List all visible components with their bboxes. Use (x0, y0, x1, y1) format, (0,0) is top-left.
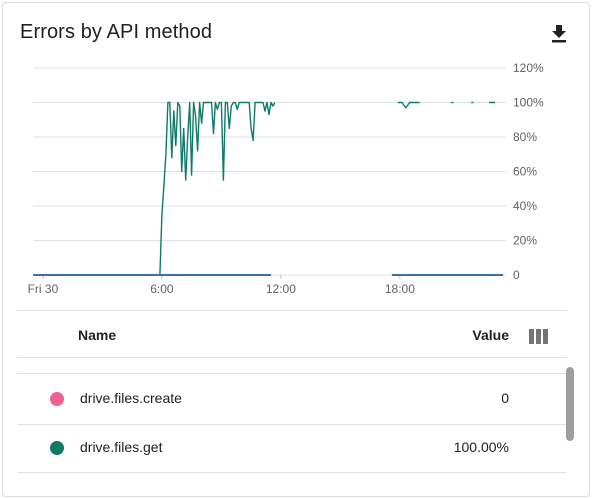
table-scrollbar[interactable] (566, 367, 574, 441)
row-divider (17, 472, 567, 473)
series-color-dot (50, 392, 64, 406)
table-row[interactable]: drive.files.create 0 (17, 375, 567, 423)
x-tick-label: 18:00 (385, 282, 415, 296)
y-tick-label: 100% (513, 96, 544, 110)
row-divider (17, 373, 567, 374)
download-button[interactable] (548, 23, 570, 45)
columns-icon[interactable] (529, 329, 549, 345)
y-tick-label: 0 (513, 268, 520, 282)
header-divider (17, 357, 567, 358)
y-tick-label: 20% (513, 234, 537, 248)
table-row[interactable]: drive.files.get 100.00% (17, 424, 567, 472)
row-divider (17, 424, 567, 425)
y-tick-label: 80% (513, 130, 537, 144)
series-line-drive-files-get (397, 101, 420, 109)
series-line-drive-files-get (33, 101, 276, 276)
chart-table-divider (17, 310, 567, 311)
y-tick-label: 60% (513, 165, 537, 179)
y-tick-label: 40% (513, 199, 537, 213)
column-header-value[interactable]: Value (472, 327, 509, 343)
series-color-dot (50, 441, 64, 455)
y-tick-label: 120% (513, 61, 544, 75)
x-tick-label: Fri 30 (28, 282, 59, 296)
x-tick-label: 12:00 (266, 282, 296, 296)
table-header: Name Value (17, 313, 567, 359)
series-name: drive.files.create (80, 390, 182, 406)
series-value: 100.00% (453, 439, 509, 455)
series-name: drive.files.get (80, 439, 163, 455)
errors-line-chart: 0 20% 40% 60% 80% 100% 120% Fri 30 6:00 12:00 18:0… (3, 55, 589, 305)
series-value: 0 (501, 390, 509, 406)
card-title: Errors by API method (20, 21, 213, 43)
column-header-name[interactable]: Name (78, 327, 117, 343)
download-icon (552, 25, 566, 43)
x-tick-label: 6:00 (150, 282, 174, 296)
